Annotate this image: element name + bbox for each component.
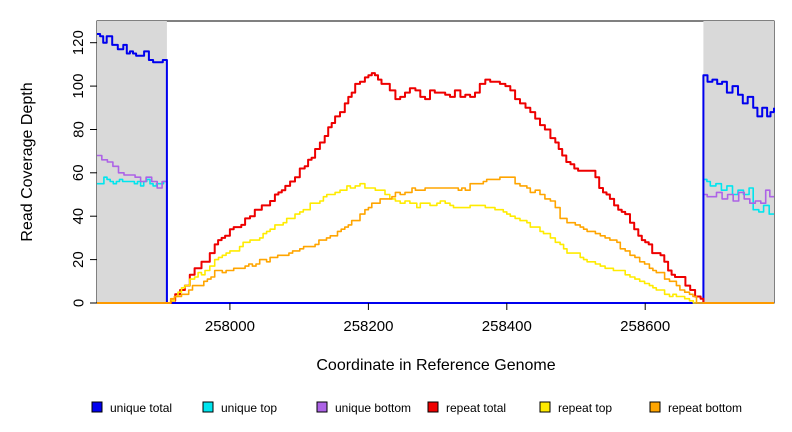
legend-label-repeat-bottom: repeat bottom bbox=[668, 401, 742, 415]
y-tick-label: 80 bbox=[70, 121, 87, 138]
x-axis-title: Coordinate in Reference Genome bbox=[316, 357, 555, 374]
x-tick-label: 258600 bbox=[620, 318, 670, 335]
series-line-repeat-top bbox=[97, 182, 774, 304]
x-tick-label: 258400 bbox=[482, 318, 532, 335]
legend-swatch-repeat-bottom bbox=[649, 401, 661, 413]
legend-swatch-repeat-top bbox=[539, 401, 551, 413]
legend-label-unique-total: unique total bbox=[110, 401, 172, 415]
plot-border bbox=[96, 20, 775, 304]
y-tick-label: 40 bbox=[70, 208, 87, 225]
series-line-repeat-bottom bbox=[97, 176, 774, 304]
y-tick-label: 60 bbox=[70, 164, 87, 181]
legend-label-repeat-top: repeat top bbox=[558, 401, 612, 415]
legend-swatch-unique-top bbox=[202, 401, 214, 413]
series-line-unique-top bbox=[97, 176, 774, 304]
y-tick-label: 100 bbox=[70, 74, 87, 99]
y-tick-label: 0 bbox=[70, 299, 87, 307]
masked-flank-region bbox=[703, 21, 774, 303]
series-line-repeat-total bbox=[97, 72, 774, 304]
legend-label-unique-bottom: unique bottom bbox=[335, 401, 411, 415]
x-tick-label: 258000 bbox=[205, 318, 255, 335]
y-tick-label: 120 bbox=[70, 30, 87, 55]
legend-swatch-repeat-total bbox=[427, 401, 439, 413]
legend-swatch-unique-bottom bbox=[316, 401, 328, 413]
x-tick-label: 258200 bbox=[343, 318, 393, 335]
legend-label-repeat-total: repeat total bbox=[446, 401, 506, 415]
legend-swatch-unique-total bbox=[91, 401, 103, 413]
y-axis-title: Read Coverage Depth bbox=[19, 82, 36, 241]
series-line-unique-total bbox=[97, 33, 775, 304]
y-tick-label: 20 bbox=[70, 251, 87, 268]
legend-label-unique-top: unique top bbox=[221, 401, 277, 415]
